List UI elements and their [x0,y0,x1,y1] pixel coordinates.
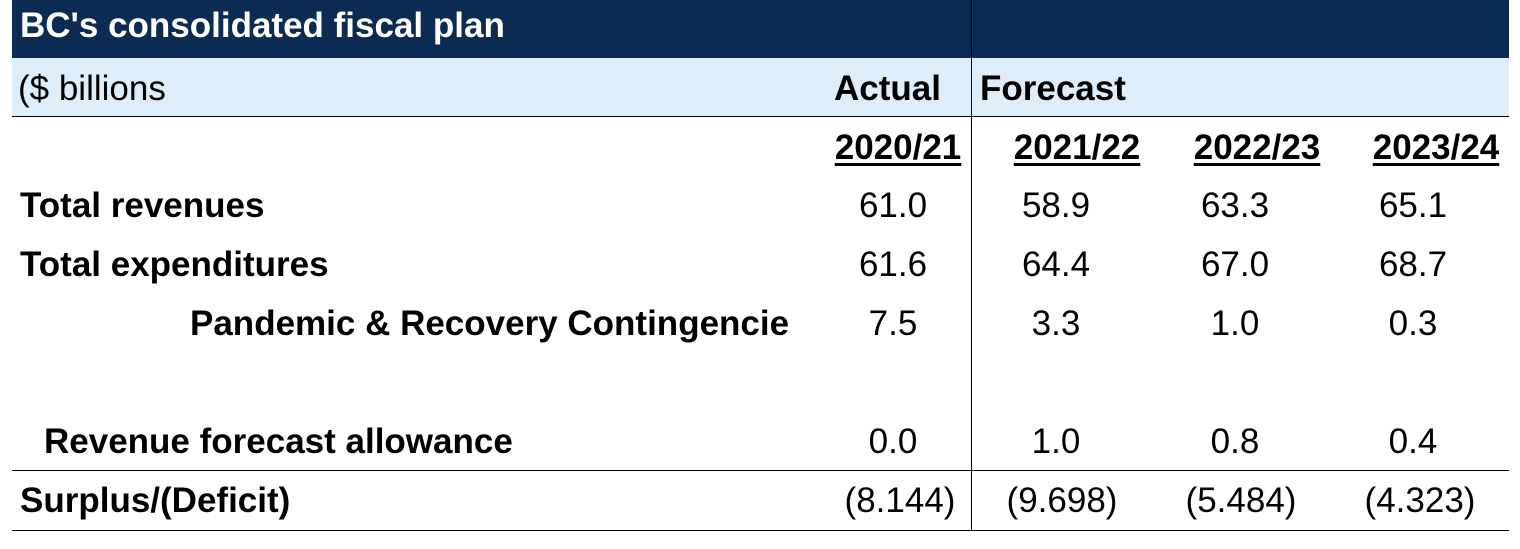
table-cell: 63.3 [1200,186,1270,225]
header-divider [971,0,972,116]
units-label: ($ billions [18,69,166,108]
row-label-surplus-deficit: Surplus/(Deficit) [20,481,291,520]
table-cell: 1.0 [1031,422,1081,461]
table-title: BC's consolidated fiscal plan [20,6,505,45]
table-cell: (5.484) [1185,481,1297,520]
year-header: 2020/21 [834,128,962,167]
table-cell: 61.0 [858,186,928,225]
table-cell: 0.8 [1210,422,1260,461]
table-bottom-rule [12,530,1509,531]
actual-forecast-divider [971,116,972,531]
year-header: 2023/24 [1372,128,1500,167]
table-cell: 0.0 [868,422,918,461]
actual-header: Actual [834,69,941,108]
header-bottom-rule [12,116,1509,117]
table-cell: (4.323) [1364,481,1476,520]
row-label-revenue-forecast-allowance: Revenue forecast allowance [44,422,513,461]
table-cell: 1.0 [1210,304,1260,343]
year-header: 2022/23 [1193,128,1321,167]
table-cell: 68.7 [1378,245,1448,284]
table-cell: 0.4 [1388,422,1438,461]
table-cell: 65.1 [1378,186,1448,225]
row-label-total-revenues: Total revenues [20,186,265,225]
table-cell: 7.5 [868,304,918,343]
table-cell: (8.144) [844,481,956,520]
surplus-top-rule [12,470,1509,471]
title-bar [12,0,1509,58]
table-cell: 61.6 [858,245,928,284]
header-bar [12,58,1509,116]
table-cell: 64.4 [1021,245,1091,284]
table-cell: 0.3 [1388,304,1438,343]
row-label-pandemic-contingencies: Pandemic & Recovery Contingencie [190,304,790,343]
table-cell: 3.3 [1031,304,1081,343]
table-cell: 58.9 [1021,186,1091,225]
table-cell: 67.0 [1200,245,1270,284]
year-header: 2021/22 [1013,128,1141,167]
row-label-total-expenditures: Total expenditures [20,245,329,284]
table-cell: (9.698) [1006,481,1118,520]
forecast-header: Forecast [980,69,1126,108]
